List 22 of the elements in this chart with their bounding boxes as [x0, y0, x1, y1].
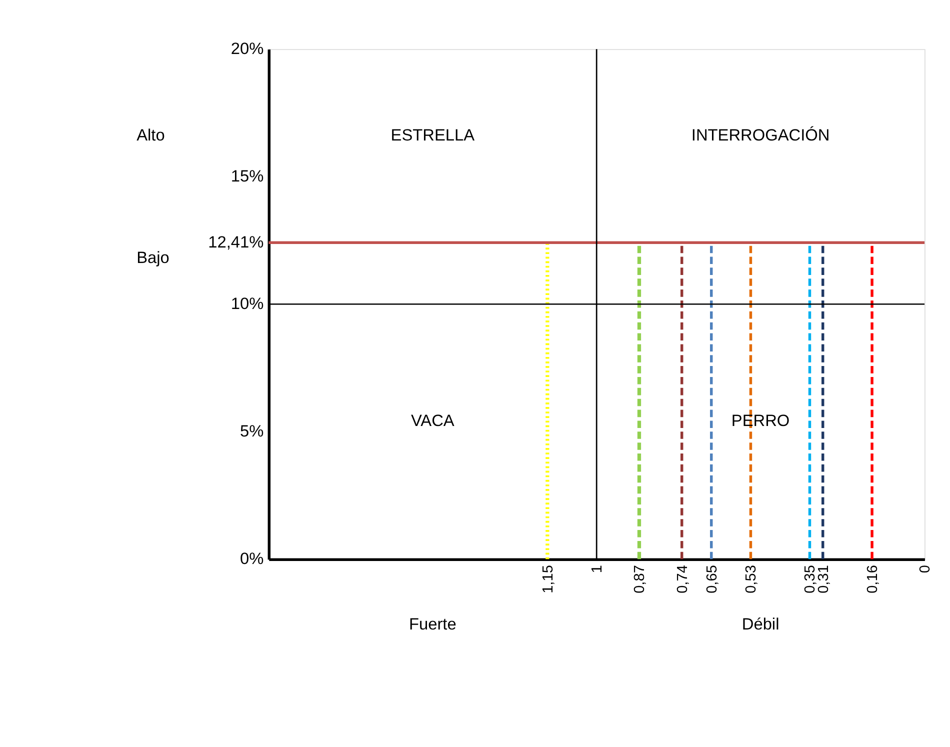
x-tick-label: 0,16 [865, 565, 882, 594]
x-tick-label: 0 [918, 565, 934, 574]
text: Alto [136, 126, 165, 144]
annotation: PERRO [731, 412, 790, 430]
x-tick-label: 1 [590, 565, 606, 574]
y-tick-label: 5% [240, 422, 264, 441]
text: Bajo [136, 248, 170, 267]
y-tick-label: 20% [230, 40, 264, 58]
y-tick-label: 15% [230, 168, 264, 186]
y-tick-label: 12,41% [208, 234, 264, 252]
y-tick-label: 0% [240, 550, 264, 568]
x-tick-label: 1,15 [540, 565, 556, 594]
x-tick-label: 0,87 [632, 565, 648, 594]
x-tick-label: 0,65 [704, 565, 720, 594]
annotation: ESTRELLA [390, 126, 475, 144]
text: Fuerte [408, 615, 456, 634]
annotation: VACA [410, 412, 454, 430]
text: Débil [742, 615, 780, 634]
annotation: INTERROGACIÓN [691, 125, 830, 144]
x-tick-label: 0,74 [674, 565, 691, 594]
x-tick-label: 0,53 [744, 565, 760, 594]
y-tick-label: 10% [230, 295, 264, 314]
